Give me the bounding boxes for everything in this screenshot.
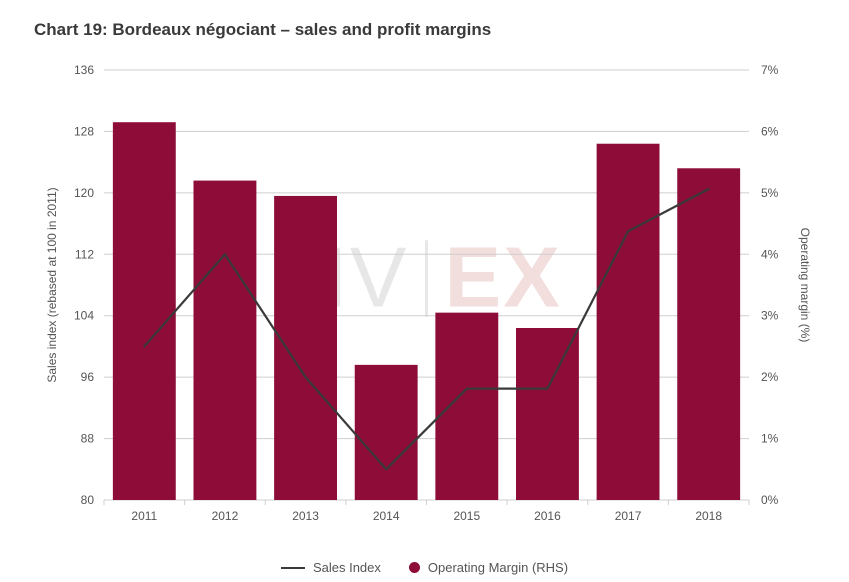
- svg-text:120: 120: [74, 186, 94, 200]
- svg-text:128: 128: [74, 124, 94, 138]
- svg-text:4%: 4%: [761, 247, 779, 261]
- bar: [193, 181, 256, 500]
- legend-label-operating-margin: Operating Margin (RHS): [428, 560, 568, 575]
- x-axis-label: 2011: [131, 509, 157, 523]
- svg-text:7%: 7%: [761, 63, 779, 77]
- legend-item-sales-index: Sales Index: [281, 560, 381, 575]
- x-axis-label: 2013: [292, 509, 319, 523]
- plot-area: LIVEX8088961041121201281360%1%2%3%4%5%6%…: [28, 50, 821, 550]
- x-axis-label: 2012: [212, 509, 239, 523]
- x-axis-label: 2015: [453, 509, 480, 523]
- legend-item-operating-margin: Operating Margin (RHS): [409, 560, 568, 575]
- svg-text:80: 80: [81, 493, 95, 507]
- x-axis-label: 2017: [615, 509, 642, 523]
- svg-text:EX: EX: [445, 231, 562, 326]
- x-axis-label: 2014: [373, 509, 400, 523]
- legend-label-sales-index: Sales Index: [313, 560, 381, 575]
- bar: [435, 313, 498, 500]
- bar: [274, 196, 337, 500]
- chart-title: Chart 19: Bordeaux négociant – sales and…: [34, 20, 821, 40]
- bar: [597, 144, 660, 500]
- x-axis-label: 2016: [534, 509, 561, 523]
- bar: [113, 122, 176, 500]
- svg-text:2%: 2%: [761, 370, 779, 384]
- x-axis-label: 2018: [695, 509, 722, 523]
- chart-svg: LIVEX8088961041121201281360%1%2%3%4%5%6%…: [28, 50, 821, 550]
- legend-dot-swatch: [409, 562, 420, 573]
- legend-line-swatch: [281, 567, 305, 569]
- left-axis-title: Sales index (rebased at 100 in 2011): [45, 187, 59, 382]
- bar: [677, 168, 740, 500]
- svg-text:1%: 1%: [761, 432, 779, 446]
- svg-text:104: 104: [74, 309, 94, 323]
- svg-text:0%: 0%: [761, 493, 779, 507]
- bar: [355, 365, 418, 500]
- svg-text:88: 88: [81, 432, 95, 446]
- legend: Sales Index Operating Margin (RHS): [28, 560, 821, 575]
- bar: [516, 328, 579, 500]
- chart-container: Chart 19: Bordeaux négociant – sales and…: [0, 0, 849, 582]
- svg-text:96: 96: [81, 370, 95, 384]
- svg-text:136: 136: [74, 63, 94, 77]
- svg-text:6%: 6%: [761, 124, 779, 138]
- svg-text:5%: 5%: [761, 186, 779, 200]
- svg-text:112: 112: [75, 247, 94, 261]
- svg-text:3%: 3%: [761, 309, 779, 323]
- right-axis-title: Operating margin (%): [798, 228, 812, 343]
